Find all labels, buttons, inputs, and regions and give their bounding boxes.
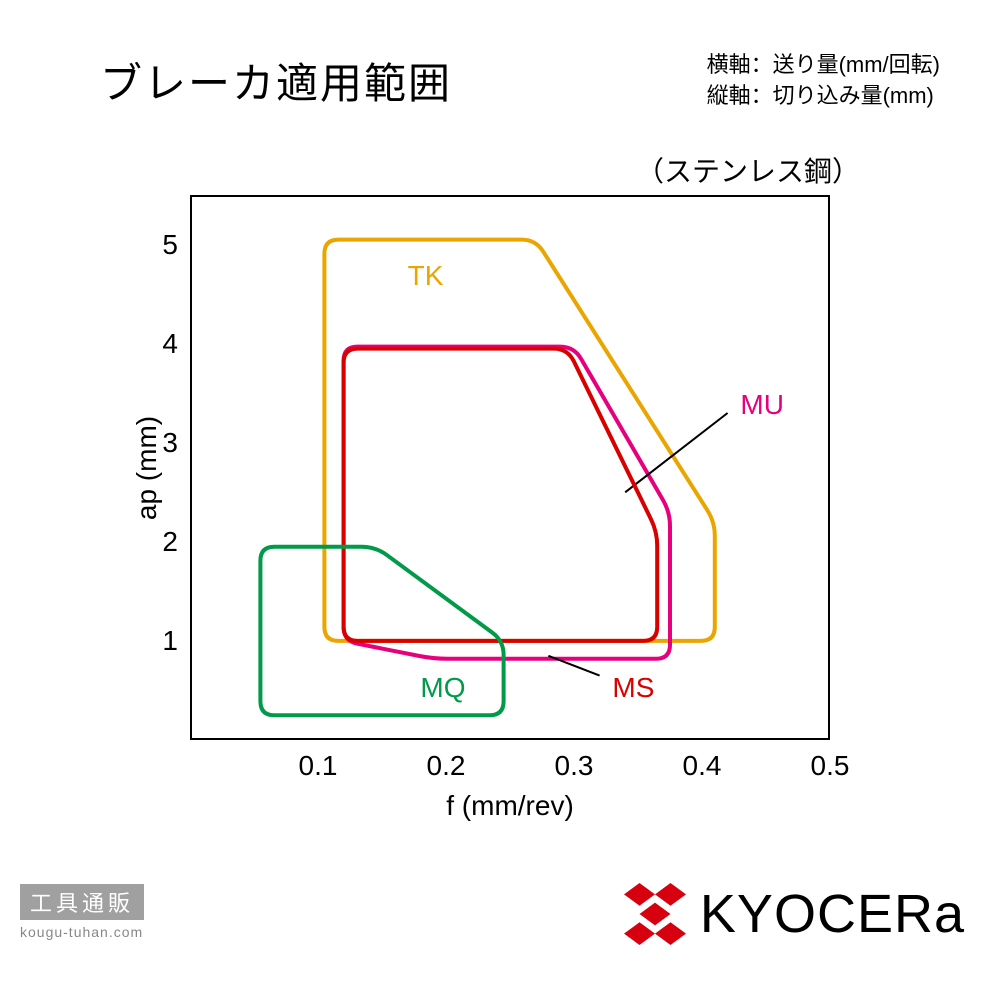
series-layer bbox=[190, 195, 830, 740]
chart-subtitle: （ステンレス鋼） bbox=[636, 150, 860, 190]
x-tick: 0.5 bbox=[811, 750, 850, 782]
series-label-MQ: MQ bbox=[420, 672, 465, 704]
watermark-badge: 工具通販 bbox=[20, 884, 144, 920]
footer: 工具通販 kougu-tuhan.com KYOCERa bbox=[0, 880, 1000, 970]
series-MQ bbox=[260, 547, 503, 715]
y-tick: 2 bbox=[162, 526, 178, 558]
watermark-url: kougu-tuhan.com bbox=[20, 924, 143, 940]
x-tick: 0.2 bbox=[427, 750, 466, 782]
brand-icon bbox=[624, 883, 686, 945]
brand-name: KYOCERa bbox=[700, 883, 965, 945]
series-label-MS: MS bbox=[612, 672, 654, 704]
y-axis-label: ap (mm) bbox=[131, 415, 163, 519]
x-tick: 0.1 bbox=[299, 750, 338, 782]
axis-notes: 横軸：送り量(mm/回転) 縦軸：切り込み量(mm) bbox=[707, 50, 940, 112]
series-MS bbox=[344, 349, 658, 641]
y-tick: 5 bbox=[162, 229, 178, 261]
series-MU bbox=[344, 347, 670, 659]
page-title: ブレーカ適用範囲 bbox=[100, 50, 452, 111]
chart: ap (mm) f (mm/rev) 123450.10.20.30.40.5T… bbox=[190, 195, 830, 740]
y-tick: 3 bbox=[162, 427, 178, 459]
series-label-MU: MU bbox=[740, 389, 784, 421]
y-tick: 4 bbox=[162, 328, 178, 360]
brand: KYOCERa bbox=[624, 883, 965, 945]
x-tick: 0.4 bbox=[683, 750, 722, 782]
axis-note-x: 横軸：送り量(mm/回転) bbox=[707, 50, 940, 81]
leader-line bbox=[625, 413, 727, 492]
series-label-TK: TK bbox=[408, 260, 444, 292]
axis-note-y: 縦軸：切り込み量(mm) bbox=[707, 81, 940, 112]
x-tick: 0.3 bbox=[555, 750, 594, 782]
y-tick: 1 bbox=[162, 625, 178, 657]
x-axis-label: f (mm/rev) bbox=[446, 790, 574, 822]
